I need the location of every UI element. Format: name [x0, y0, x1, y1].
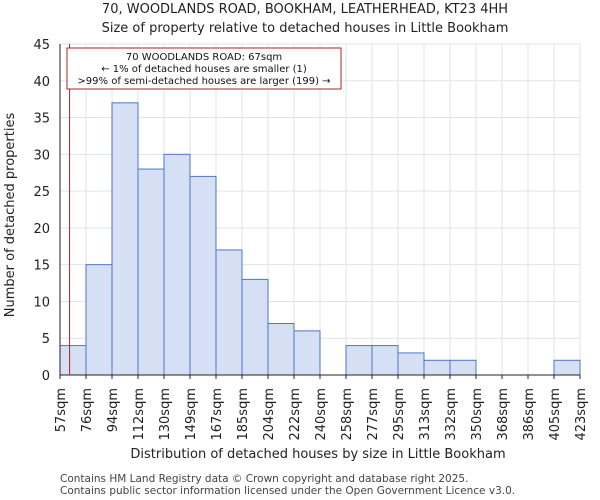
- x-tick-label: 76sqm: [80, 388, 95, 432]
- x-tick-label: 130sqm: [158, 388, 173, 441]
- bar-130sqm: [163, 153, 191, 376]
- x-tick-label: 258sqm: [340, 388, 355, 441]
- x-tick-label: 204sqm: [262, 388, 277, 441]
- y-tick-labels: 0 5 10 15 20 25 30 35 40 45: [33, 38, 50, 384]
- annotation-line-2: ← 1% of detached houses are smaller (1): [101, 64, 307, 75]
- x-tick-label: 295sqm: [392, 388, 407, 441]
- x-tick-label: 149sqm: [184, 388, 199, 441]
- bar-112sqm: [137, 168, 165, 376]
- y-tick-label: 35: [33, 112, 50, 127]
- y-tick-label: 45: [33, 38, 50, 53]
- y-axis-label: Number of detached properties: [3, 113, 18, 318]
- x-tick-label: 112sqm: [132, 388, 147, 441]
- y-tick-label: 40: [33, 75, 50, 90]
- bar-76sqm: [85, 264, 113, 376]
- x-tick-label: 185sqm: [236, 388, 251, 441]
- x-tick-label: 313sqm: [418, 388, 433, 441]
- annotation-box: 70 WOODLANDS ROAD: 67sqm ← 1% of detache…: [66, 47, 342, 90]
- annotation-border: [66, 47, 342, 90]
- y-tick-label: 15: [33, 259, 50, 274]
- bar-167sqm: [215, 249, 243, 376]
- x-tick-label: 57sqm: [54, 388, 69, 432]
- bars: [59, 102, 581, 376]
- bar-204sqm: [267, 323, 295, 376]
- x-tick-label: 332sqm: [444, 388, 459, 441]
- x-tick-label: 167sqm: [210, 388, 225, 441]
- x-tick-label: 386sqm: [522, 388, 537, 441]
- bar-313sqm: [423, 359, 451, 376]
- annotation-line-3: >99% of semi-detached houses are larger …: [77, 76, 330, 87]
- y-tick-label: 10: [33, 295, 50, 310]
- chart-title: 70, WOODLANDS ROAD, BOOKHAM, LEATHERHEAD…: [102, 2, 508, 17]
- bar-332sqm: [449, 359, 477, 376]
- bar-258sqm: [345, 345, 373, 376]
- bar-94sqm: [111, 102, 139, 376]
- x-tick-label: 423sqm: [574, 388, 589, 441]
- x-tick-label: 405sqm: [548, 388, 563, 441]
- y-tick-label: 25: [33, 185, 50, 200]
- chart-subtitle: Size of property relative to detached ho…: [102, 21, 509, 36]
- x-tick-label: 350sqm: [470, 388, 485, 441]
- x-tick-label: 277sqm: [366, 388, 381, 441]
- y-tick-label: 0: [42, 369, 50, 384]
- bar-405sqm: [553, 359, 581, 376]
- x-tick-label: 222sqm: [288, 388, 303, 441]
- y-tick-label: 30: [33, 148, 50, 163]
- bar-185sqm: [241, 278, 269, 376]
- x-tick-label: 94sqm: [106, 388, 121, 432]
- bar-277sqm: [371, 345, 399, 376]
- annotation-line-1: 70 WOODLANDS ROAD: 67sqm: [126, 52, 282, 63]
- bar-295sqm: [397, 352, 425, 376]
- x-tick-label: 368sqm: [496, 388, 511, 441]
- x-tick-label: 240sqm: [314, 388, 329, 441]
- y-tick-label: 20: [33, 222, 50, 237]
- bar-222sqm: [293, 330, 321, 376]
- x-axis-label: Distribution of detached houses by size …: [130, 447, 505, 462]
- footer-line-2: Contains public sector information licen…: [60, 485, 515, 497]
- bar-57sqm: [59, 345, 87, 376]
- x-tick-labels: 57sqm 76sqm 94sqm 112sqm 130sqm 149sqm 167sqm 1…: [54, 375, 589, 441]
- y-tick-label: 5: [42, 332, 50, 347]
- footer-line-1: Contains HM Land Registry data © Crown c…: [60, 473, 468, 485]
- bar-149sqm: [189, 175, 217, 376]
